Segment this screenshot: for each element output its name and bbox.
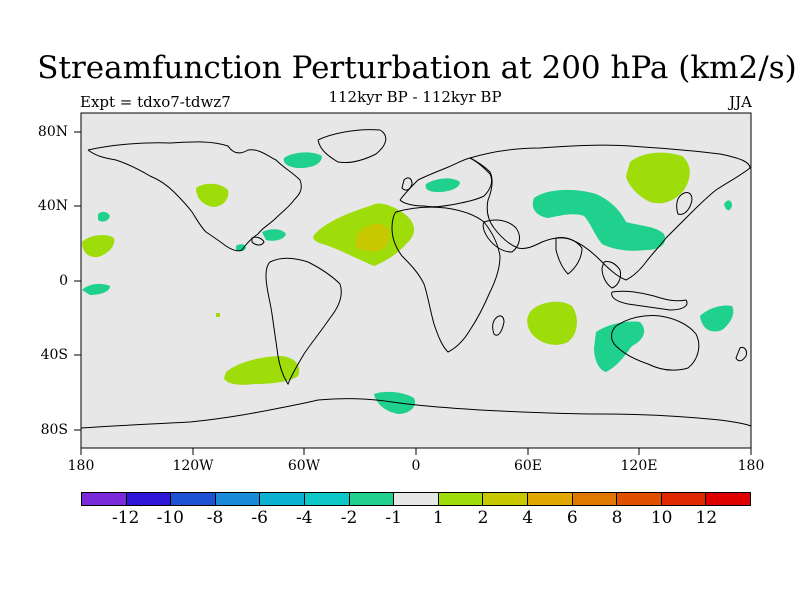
legend-label: -6 (251, 508, 268, 528)
legend-swatch (126, 493, 172, 505)
axis-ticks (74, 131, 752, 455)
legend-label: -2 (340, 508, 358, 528)
legend-label: -8 (206, 508, 224, 528)
legend-swatch (82, 493, 127, 505)
anomaly-region-positive (224, 356, 300, 385)
legend-swatch (527, 493, 573, 505)
anomaly-region-positive (196, 183, 229, 207)
coastline-japan (676, 192, 693, 215)
color-legend-bar (81, 492, 751, 506)
legend-swatch (617, 493, 662, 505)
anomaly-region-positive (626, 152, 690, 204)
anomaly-contours (82, 152, 734, 414)
anomaly-region-positive (527, 301, 577, 345)
coastline-arabia (482, 219, 520, 253)
coastline-new-zealand (735, 347, 747, 362)
anomaly-region-negative (98, 211, 110, 222)
anomaly-region-negative (236, 244, 246, 252)
anomaly-region-negative (82, 283, 110, 295)
lat-label-40s: 40S (40, 347, 68, 363)
legend-label: 6 (566, 508, 578, 528)
lon-label-180e: 180 (737, 458, 765, 474)
anomaly-region-positive-core (356, 223, 390, 252)
anomaly-region-negative (724, 200, 732, 211)
anomaly-region-positive (216, 313, 220, 317)
lon-label-60w: 60W (287, 458, 321, 474)
legend-swatch (215, 493, 261, 505)
legend-swatch (394, 493, 439, 505)
coastline-greenland (317, 129, 387, 163)
legend-swatch (483, 493, 528, 505)
legend-label: 1 (432, 508, 444, 528)
legend-swatch (171, 493, 216, 505)
legend-label: -1 (385, 508, 402, 528)
anomaly-region-negative (425, 178, 460, 192)
anomaly-region-negative (532, 189, 666, 251)
coastline-madagascar (492, 315, 505, 336)
lat-label-80n: 80N (37, 124, 68, 140)
coastline-antarctica (80, 398, 752, 429)
legend-swatch (349, 493, 395, 505)
chart-title: Streamfunction Perturbation at 200 hPa (… (37, 50, 797, 86)
legend-swatch (438, 493, 484, 505)
legend-label: 2 (477, 508, 489, 528)
anomaly-region-negative (262, 229, 286, 241)
lon-label-60e: 60E (513, 458, 543, 474)
experiment-label: Expt = tdxo7-tdwz7 (80, 93, 231, 111)
chart-subtitle: 112kyr BP - 112kyr BP (328, 88, 502, 106)
coastline-south-america (265, 257, 342, 386)
legend-label: -12 (111, 508, 140, 528)
coastline-asia (469, 144, 751, 281)
anomaly-region-negative (374, 391, 416, 414)
lon-label-180w: 180 (67, 458, 95, 474)
season-label: JJA (729, 93, 752, 111)
anomaly-region-negative (283, 152, 322, 168)
lat-label-80s: 80S (40, 422, 68, 438)
legend-label: 12 (695, 508, 718, 528)
coastline-southeast-asia (601, 261, 621, 289)
legend-swatch (572, 493, 618, 505)
legend-swatch (260, 493, 305, 505)
anomaly-region-negative (594, 321, 645, 372)
coastline-indonesia (611, 290, 688, 311)
legend-swatch (661, 493, 707, 505)
legend-label: -4 (296, 508, 313, 528)
legend-swatch (706, 493, 750, 505)
legend-label: 4 (522, 508, 534, 528)
lon-label-120e: 120E (620, 458, 658, 474)
lon-label-0: 0 (411, 458, 421, 474)
anomaly-region-positive (82, 235, 115, 258)
legend-swatch (304, 493, 350, 505)
legend-label: 8 (611, 508, 623, 528)
coastlines (80, 129, 752, 429)
anomaly-region-negative (700, 305, 734, 332)
lon-label-120w: 120W (172, 458, 214, 474)
legend-label: 10 (650, 508, 673, 528)
coastline-india (555, 237, 583, 275)
coastline-africa (391, 206, 501, 353)
lat-label-40n: 40N (37, 198, 68, 214)
coastline-uk (401, 177, 413, 191)
coastline-north-america (87, 141, 302, 252)
coastline-caribbean (251, 236, 265, 246)
lat-label-0: 0 (59, 273, 68, 289)
coastline-australia (611, 315, 700, 371)
legend-label: -10 (156, 508, 185, 528)
